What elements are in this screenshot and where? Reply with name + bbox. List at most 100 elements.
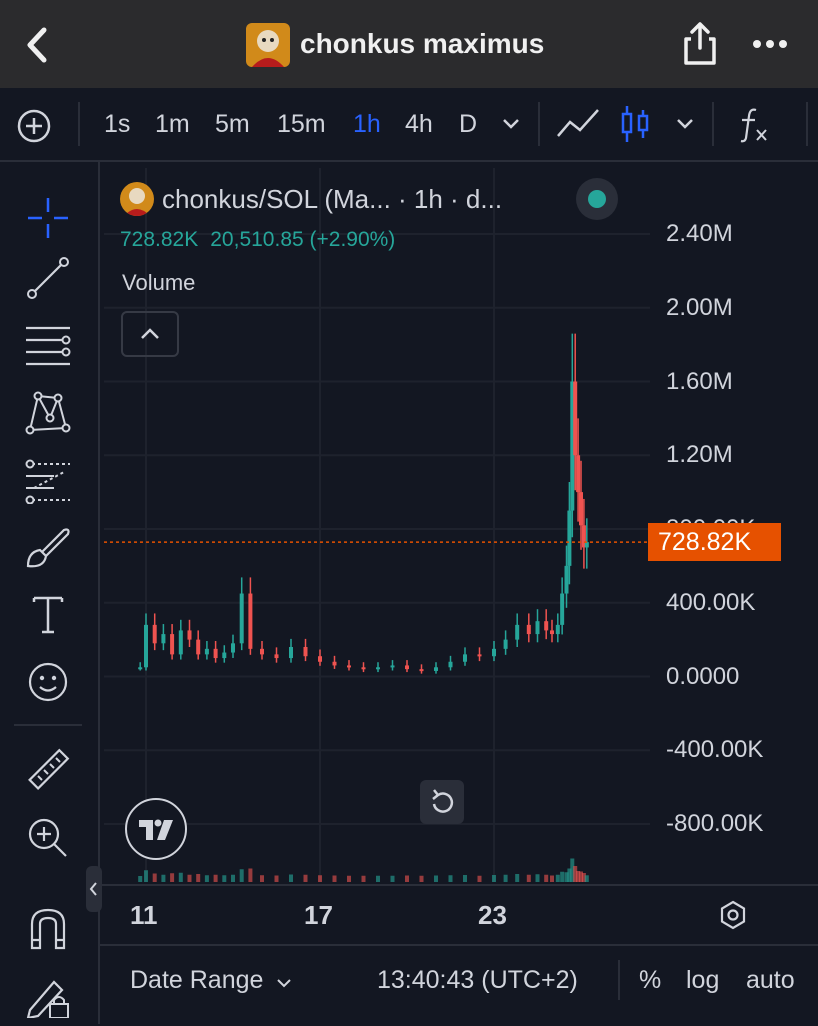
candle-body (581, 525, 586, 548)
interval-5m[interactable]: 5m (215, 110, 250, 138)
chevron-down-icon[interactable] (502, 118, 520, 130)
token-avatar (246, 23, 290, 67)
volume-bar (318, 875, 322, 882)
more-icon[interactable] (752, 38, 788, 50)
volume-bar (178, 872, 183, 882)
interval-d[interactable]: D (459, 110, 478, 138)
candle-body (503, 639, 508, 649)
trendline-icon[interactable] (24, 254, 72, 302)
chart-toolbar: 1s 1m 5m 15m 1h 4h D (0, 88, 818, 162)
volume-bar (274, 875, 279, 882)
candle-body (560, 593, 565, 625)
time-tick-label: 11 (130, 900, 158, 930)
fib-icon[interactable] (24, 320, 72, 368)
candle-body (492, 648, 496, 657)
volume-bar (152, 873, 157, 882)
drawing-toolbar (0, 162, 100, 1024)
crosshair-icon[interactable] (24, 194, 72, 242)
prediction-icon[interactable] (24, 456, 72, 504)
volume-bar (222, 875, 227, 882)
candle-body (434, 667, 438, 671)
tradingview-logo[interactable] (125, 798, 187, 860)
text-icon[interactable] (24, 590, 72, 638)
volume-bar (170, 873, 175, 882)
chevron-down-icon[interactable] (676, 118, 694, 130)
chevron-down-icon (277, 979, 292, 988)
candle-body (213, 648, 218, 659)
fx-icon[interactable] (738, 106, 770, 144)
page-title: chonkus maximus (300, 28, 545, 59)
time-tick-label: 17 (304, 900, 333, 930)
volume-bar (361, 875, 366, 882)
bottom-bar: Date Range 13:40:43 (UTC+2) % log auto (98, 944, 818, 1026)
interval-1s[interactable]: 1s (104, 110, 131, 138)
auto-toggle[interactable]: auto (746, 966, 795, 994)
chevron-left-icon[interactable] (20, 26, 54, 64)
candle-body (332, 661, 337, 666)
price-tick-label: 2.00M (666, 293, 733, 321)
candle-body (170, 634, 175, 655)
legend-value: 728.82K (120, 228, 199, 251)
percent-toggle[interactable]: % (639, 966, 662, 994)
candle-body (138, 667, 143, 670)
interval-4h[interactable]: 4h (405, 110, 433, 138)
candle-body (405, 665, 409, 670)
date-range-button[interactable]: Date Range (130, 966, 292, 995)
brush-icon[interactable] (24, 524, 72, 572)
interval-1m[interactable]: 1m (155, 110, 190, 138)
candle-body (361, 667, 366, 670)
toolbar-collapse-button[interactable] (86, 866, 102, 912)
interval-15m[interactable]: 15m (277, 110, 326, 138)
candlestick-icon[interactable] (620, 104, 650, 144)
symbol-avatar (120, 182, 154, 216)
candle-body (289, 647, 293, 659)
line-chart-icon[interactable] (556, 106, 600, 140)
candle-body (573, 381, 578, 456)
volume-bar (576, 871, 581, 882)
price-tick-label: 1.20M (666, 441, 733, 469)
volume-bar (581, 873, 586, 882)
interval-1h[interactable]: 1h (353, 110, 381, 138)
volume-bar (204, 875, 209, 882)
volume-bar (492, 875, 496, 882)
volume-bar (161, 874, 166, 882)
emoji-icon[interactable] (24, 658, 72, 706)
candle-body (376, 667, 380, 670)
volume-bar (544, 874, 549, 882)
volume-bar (187, 874, 192, 882)
price-chart[interactable] (104, 168, 650, 882)
live-status-indicator[interactable] (576, 178, 618, 220)
volume-bar (196, 874, 201, 882)
time-axis[interactable]: 11 17 23 (98, 884, 818, 946)
candle-body (567, 510, 572, 566)
symbol-legend[interactable]: chonkus/SOL (Ma... · 1h · d... (162, 184, 503, 214)
pattern-icon[interactable] (24, 388, 72, 436)
share-icon[interactable] (682, 22, 718, 66)
volume-bar (573, 866, 578, 882)
magnet-icon[interactable] (24, 904, 72, 952)
plus-circle-icon[interactable] (16, 108, 52, 144)
candle-body (347, 665, 351, 668)
candle-body (222, 652, 227, 659)
candle-body (463, 654, 467, 662)
volume-bar (213, 874, 218, 882)
volume-bar (570, 858, 575, 882)
volume-bar (332, 875, 337, 882)
settings-icon[interactable] (718, 900, 748, 930)
volume-bar (289, 874, 293, 882)
zoom-icon[interactable] (24, 814, 72, 862)
volume-bar (560, 871, 565, 882)
candle-body (187, 630, 192, 640)
candle-body (196, 639, 201, 655)
ruler-icon[interactable] (24, 746, 72, 794)
volume-bar (555, 874, 560, 882)
legend-collapse-button[interactable] (121, 311, 179, 357)
legend-change: 20,510.85 (+2.90%) (210, 228, 396, 251)
reset-chart-button[interactable] (420, 780, 464, 824)
candle-body (274, 654, 279, 659)
chart-pane[interactable] (104, 168, 650, 882)
volume-bar (448, 875, 453, 882)
lock-icon[interactable] (24, 970, 72, 1018)
timezone-button[interactable]: 13:40:43 (UTC+2) (377, 966, 578, 994)
log-toggle[interactable]: log (686, 966, 720, 994)
